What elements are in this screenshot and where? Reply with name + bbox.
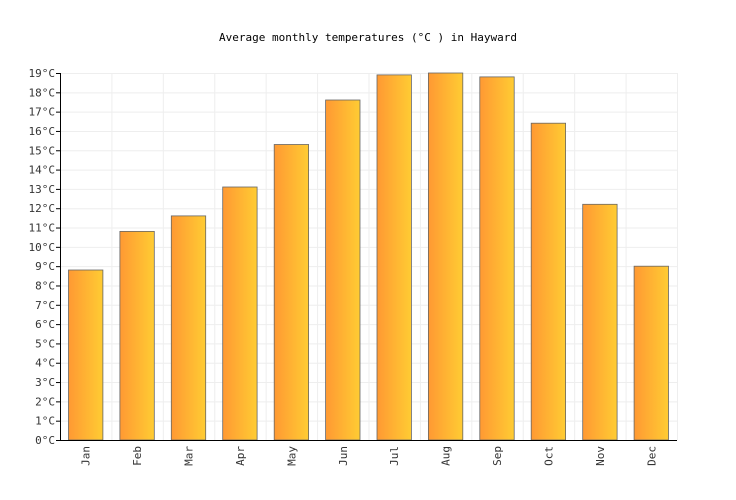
x-tick-label-sep: Sep [491, 446, 504, 466]
x-tick-label-aug: Aug [440, 446, 453, 466]
y-tick-label: 1°C [35, 415, 55, 428]
x-tick-label-nov: Nov [594, 446, 607, 466]
y-tick-label: 2°C [35, 395, 55, 408]
y-tick-label: 13°C [29, 183, 56, 196]
bar-apr [222, 186, 258, 441]
bar-aug [427, 72, 464, 441]
bar-feb [119, 230, 155, 441]
y-tick-label: 0°C [35, 434, 55, 447]
x-tick-label-jan: Jan [80, 446, 93, 466]
y-tick-label: 11°C [29, 222, 56, 235]
x-tick-label-mar: Mar [183, 446, 196, 466]
bar-nov [582, 203, 618, 441]
bar-mar [170, 215, 207, 441]
bar-oct [530, 122, 567, 441]
x-tick-labels: Jan Feb Mar Apr May Jun Jul Aug Sep Oct Nov Dec [80, 446, 659, 466]
x-tick-label-may: May [285, 446, 298, 466]
chart-title: Average monthly temperatures (°C ) in Ha… [219, 31, 517, 44]
bar-dec [633, 265, 669, 441]
bar-jan [68, 269, 104, 441]
bar-jun [325, 99, 361, 441]
axes [56, 73, 677, 441]
y-tick-label: 3°C [35, 376, 55, 389]
bar-jul [376, 74, 412, 441]
bar-may [273, 144, 310, 441]
y-tick-label: 17°C [29, 106, 56, 119]
x-tick-label-jul: Jul [388, 446, 401, 466]
x-tick-label-jun: Jun [337, 446, 350, 466]
y-tick-label: 5°C [35, 337, 55, 350]
x-tick-label-apr: Apr [234, 446, 247, 466]
x-tick-label-feb: Feb [131, 446, 144, 466]
x-tick-label-dec: Dec [645, 446, 658, 466]
y-tick-label: 14°C [29, 164, 56, 177]
y-tick-label: 9°C [35, 260, 55, 273]
y-tick-label: 6°C [35, 318, 55, 331]
y-tick-label: 10°C [29, 241, 56, 254]
y-tick-label: 4°C [35, 357, 55, 370]
y-tick-label: 16°C [29, 125, 56, 138]
y-tick-label: 18°C [29, 86, 56, 99]
bars [68, 72, 669, 441]
y-tick-label: 7°C [35, 299, 55, 312]
y-tick-label: 8°C [35, 279, 55, 292]
y-tick-label: 12°C [29, 202, 56, 215]
y-tick-label: 19°C [29, 67, 56, 80]
y-tick-labels: 0°C 1°C 2°C 3°C 4°C 5°C 6°C 7°C 8°C 9°C 10°C 11°C 12… [29, 67, 56, 447]
x-tick-label-oct: Oct [542, 446, 555, 466]
grid-lines [60, 73, 678, 441]
bar-sep [479, 76, 515, 441]
y-tick-label: 15°C [29, 144, 56, 157]
